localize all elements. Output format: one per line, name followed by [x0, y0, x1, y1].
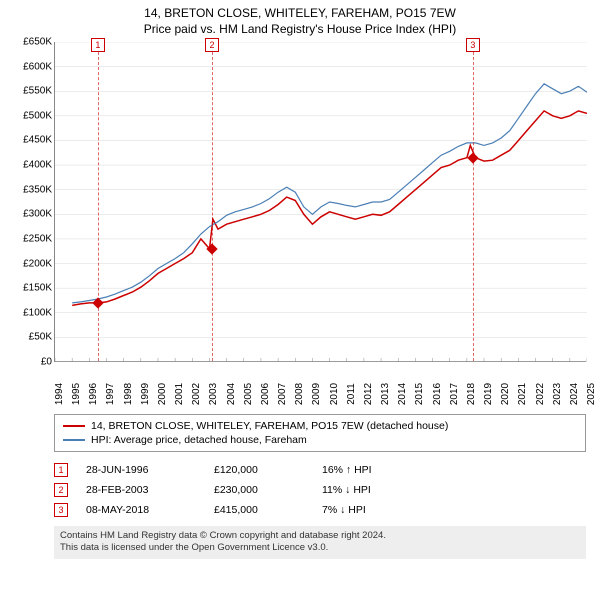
legend-label: 14, BRETON CLOSE, WHITELEY, FAREHAM, PO1… [91, 420, 448, 432]
event-price: £120,000 [214, 464, 304, 476]
x-tick-label: 2010 [329, 383, 340, 405]
y-tick-label: £500K [23, 110, 52, 121]
x-tick-label: 1996 [88, 383, 99, 405]
x-tick-label: 2025 [586, 383, 597, 405]
x-tick-label: 2015 [414, 383, 425, 405]
x-tick-label: 2013 [380, 383, 391, 405]
x-tick-label: 2024 [569, 383, 580, 405]
x-tick-label: 2017 [449, 383, 460, 405]
y-tick-label: £600K [23, 61, 52, 72]
y-tick-label: £550K [23, 86, 52, 97]
event-marker-box: 3 [54, 503, 68, 517]
x-tick-label: 2002 [191, 383, 202, 405]
event-marker-box: 1 [54, 463, 68, 477]
x-tick-label: 1994 [54, 383, 65, 405]
y-tick-label: £250K [23, 233, 52, 244]
x-tick-label: 2001 [174, 383, 185, 405]
x-tick-label: 2014 [397, 383, 408, 405]
y-tick-label: £400K [23, 160, 52, 171]
legend-swatch [63, 425, 85, 427]
series-line [72, 84, 587, 303]
y-tick-label: £450K [23, 135, 52, 146]
x-tick-label: 2008 [294, 383, 305, 405]
y-tick-label: £350K [23, 184, 52, 195]
event-date: 08-MAY-2018 [86, 504, 196, 516]
footer-attribution: Contains HM Land Registry data © Crown c… [54, 526, 586, 559]
y-tick-label: £100K [23, 307, 52, 318]
x-tick-label: 2018 [466, 383, 477, 405]
x-tick-label: 2011 [346, 383, 357, 405]
x-tick-label: 2009 [311, 383, 322, 405]
marker-vline [98, 52, 99, 361]
marker-box: 1 [91, 38, 105, 52]
plot-svg [55, 42, 587, 362]
event-delta: 16% ↑ HPI [322, 464, 422, 476]
chart-area: £0 £50K £100K £150K £200K £250K £300K £350K £400… [10, 42, 590, 412]
x-axis: 1994 1995 1996 1997 1998 1999 2000 2001 2002 2003… [54, 364, 586, 412]
title-block: 14, BRETON CLOSE, WHITELEY, FAREHAM, PO1… [10, 6, 590, 36]
event-price: £230,000 [214, 484, 304, 496]
x-tick-label: 2007 [277, 383, 288, 405]
x-tick-label: 1997 [105, 383, 116, 405]
title-address: 14, BRETON CLOSE, WHITELEY, FAREHAM, PO1… [10, 6, 590, 20]
x-tick-label: 2020 [500, 383, 511, 405]
footer-line1: Contains HM Land Registry data © Crown c… [60, 530, 580, 542]
plot-area: 123 [54, 42, 586, 362]
legend-row: 14, BRETON CLOSE, WHITELEY, FAREHAM, PO1… [63, 419, 577, 433]
y-tick-label: £200K [23, 258, 52, 269]
x-tick-label: 2023 [552, 383, 563, 405]
x-tick-label: 2003 [208, 383, 219, 405]
marker-vline [473, 52, 474, 361]
x-tick-label: 2005 [243, 383, 254, 405]
event-date: 28-FEB-2003 [86, 484, 196, 496]
x-tick-label: 2004 [226, 383, 237, 405]
event-row: 2 28-FEB-2003 £230,000 11% ↓ HPI [54, 480, 586, 500]
event-delta: 7% ↓ HPI [322, 504, 422, 516]
x-tick-label: 2019 [483, 383, 494, 405]
sale-events-table: 1 28-JUN-1996 £120,000 16% ↑ HPI 2 28-FEB-200… [54, 460, 586, 520]
event-row: 3 08-MAY-2018 £415,000 7% ↓ HPI [54, 500, 586, 520]
y-tick-label: £300K [23, 209, 52, 220]
y-tick-label: £150K [23, 283, 52, 294]
x-tick-label: 2006 [260, 383, 271, 405]
event-row: 1 28-JUN-1996 £120,000 16% ↑ HPI [54, 460, 586, 480]
event-date: 28-JUN-1996 [86, 464, 196, 476]
marker-box: 2 [205, 38, 219, 52]
chart-container: 14, BRETON CLOSE, WHITELEY, FAREHAM, PO1… [0, 0, 600, 590]
legend-swatch [63, 439, 85, 441]
legend-row: HPI: Average price, detached house, Fare… [63, 433, 577, 447]
event-delta: 11% ↓ HPI [322, 484, 422, 496]
legend-label: HPI: Average price, detached house, Fare… [91, 434, 307, 446]
y-tick-label: £650K [23, 37, 52, 48]
x-tick-label: 2012 [363, 383, 374, 405]
x-tick-label: 2000 [157, 383, 168, 405]
marker-vline [212, 52, 213, 361]
x-tick-label: 2016 [432, 383, 443, 405]
legend: 14, BRETON CLOSE, WHITELEY, FAREHAM, PO1… [54, 414, 586, 452]
y-axis: £0£50K£100K£150K£200K£250K£300K£350K£400… [10, 42, 54, 362]
x-tick-label: 2022 [535, 383, 546, 405]
x-tick-label: 2021 [517, 383, 528, 405]
x-tick-label: 1999 [140, 383, 151, 405]
title-subtitle: Price paid vs. HM Land Registry's House … [10, 22, 590, 36]
x-tick-label: 1998 [123, 383, 134, 405]
y-tick-label: £50K [29, 332, 52, 343]
x-tick-label: 1995 [71, 383, 82, 405]
event-marker-box: 2 [54, 483, 68, 497]
y-tick-label: £0 [41, 357, 52, 368]
marker-box: 3 [466, 38, 480, 52]
event-price: £415,000 [214, 504, 304, 516]
footer-line2: This data is licensed under the Open Gov… [60, 542, 580, 554]
